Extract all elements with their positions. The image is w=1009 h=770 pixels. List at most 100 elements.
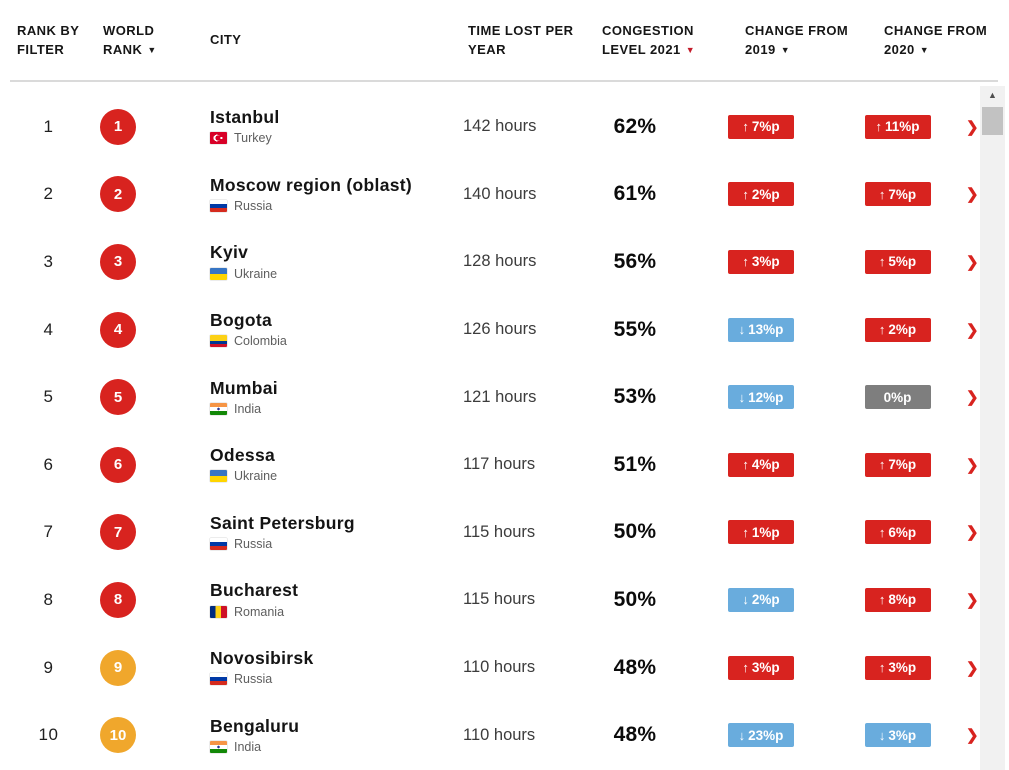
change-2019-value: 23%p	[748, 727, 784, 743]
rank-by-filter-value: 4	[43, 319, 54, 339]
column-header-world-rank[interactable]: WORLD RANK ▼	[85, 0, 210, 80]
rank-by-filter-value: 2	[43, 184, 54, 204]
congestion-value: 51%	[613, 452, 657, 476]
change-2020-cell: ↑ 11%p	[830, 93, 965, 161]
city-cell: Bengaluru India	[210, 701, 455, 769]
change-2019-cell: ↓ 2%p	[685, 566, 830, 634]
chevron-cell: ❯	[965, 634, 985, 702]
sort-desc-icon: ▼	[780, 45, 791, 55]
city-name: Moscow region (oblast)	[210, 174, 413, 195]
table-row[interactable]: 3 3 Kyiv Ukraine 128 hours 56% ↑ 3%p ↑	[0, 228, 985, 296]
rank-by-filter-cell: 4	[0, 296, 85, 364]
time-lost-cell: 142 hours	[455, 93, 585, 161]
column-header-time-lost: TIME LOST PER YEAR	[455, 0, 585, 80]
change-2019-cell: ↓ 23%p	[685, 701, 830, 769]
change-2019-value: 12%p	[748, 389, 784, 405]
time-lost-value: 142 hours	[463, 117, 537, 136]
country-name: Romania	[234, 604, 285, 619]
row-expand-chevron-icon[interactable]: ❯	[966, 186, 979, 204]
row-expand-chevron-icon[interactable]: ❯	[966, 591, 979, 609]
flag-russia-icon	[210, 200, 227, 213]
change-2019-value: 4%p	[751, 457, 780, 473]
column-header-change-2020[interactable]: CHANGE FROM 2020 ▼	[830, 0, 987, 80]
table-row[interactable]: 7 7 Saint Petersburg Russia 115 hours 50…	[0, 499, 985, 567]
table-row[interactable]: 8 8 Bucharest Romania 115 hours 50% ↓ 2%…	[0, 566, 985, 634]
rank-by-filter-cell: 10	[0, 701, 85, 769]
row-expand-chevron-icon[interactable]: ❯	[966, 659, 979, 677]
country-line: Turkey	[210, 131, 272, 145]
row-expand-chevron-icon[interactable]: ❯	[966, 118, 979, 136]
time-lost-cell: 126 hours	[455, 296, 585, 364]
table-row[interactable]: 4 4 Bogota Colombia 126 hours 55% ↓ 13%p	[0, 296, 985, 364]
row-expand-chevron-icon[interactable]: ❯	[966, 456, 979, 474]
column-header-city: CITY	[210, 0, 455, 80]
sort-desc-icon: ▼	[147, 45, 157, 55]
scroll-up-button[interactable]: ▲	[980, 86, 1005, 104]
down-arrow-icon: ↓	[738, 727, 746, 743]
country-name: Ukraine	[234, 469, 278, 484]
change-2020-badge: ↑ 3%p	[864, 655, 931, 680]
change-2019-badge: ↓ 23%p	[728, 723, 794, 748]
country-name: Colombia	[234, 334, 287, 349]
up-arrow-icon: ↑	[878, 457, 886, 473]
change-2020-cell: ↑ 3%p	[830, 634, 965, 702]
change-2019-cell: ↓ 13%p	[685, 296, 830, 364]
congestion-value: 61%	[613, 182, 657, 206]
time-lost-value: 117 hours	[463, 455, 536, 474]
row-expand-chevron-icon[interactable]: ❯	[966, 727, 979, 745]
up-arrow-icon: ↑	[742, 186, 749, 202]
change-2020-value: 5%p	[888, 254, 917, 270]
change-2019-value: 3%p	[751, 660, 780, 676]
change-2019-cell: ↑ 3%p	[685, 634, 830, 702]
row-expand-chevron-icon[interactable]: ❯	[966, 321, 979, 339]
world-rank-badge: 10	[100, 717, 136, 754]
up-arrow-icon: ↑	[878, 660, 886, 676]
city-name: Bogota	[210, 309, 273, 330]
column-header-label: CHANGE FROM	[745, 22, 849, 38]
change-2020-badge: ↑ 7%p	[864, 452, 931, 477]
country-line: India	[210, 402, 261, 416]
rank-by-filter-value: 5	[43, 387, 54, 407]
change-2019-badge: ↑ 2%p	[728, 182, 794, 207]
time-lost-cell: 115 hours	[455, 499, 585, 567]
table-row[interactable]: 2 2 Moscow region (oblast) Russia 140 ho…	[0, 161, 985, 229]
up-arrow-icon: ↑	[742, 119, 749, 135]
world-rank-badge: 7	[100, 514, 136, 551]
city-name: Bucharest	[210, 580, 299, 601]
column-header-label: RANK	[103, 42, 143, 57]
table-row[interactable]: 10 10 Bengaluru India 110 hours 48% ↓ 23…	[0, 701, 985, 769]
column-header-congestion[interactable]: CONGESTION LEVEL 2021 ▼	[585, 0, 695, 80]
country-name: Russia	[234, 672, 273, 687]
table-row[interactable]: 5 5 Mumbai India 121 hours 53% ↓ 12%p	[0, 363, 985, 431]
row-expand-chevron-icon[interactable]: ❯	[966, 524, 979, 542]
table-row[interactable]: 6 6 Odessa Ukraine 117 hours 51% ↑ 4%p ↑	[0, 431, 985, 499]
change-2020-badge: ↑ 5%p	[864, 249, 931, 274]
congestion-cell: 56%	[585, 228, 685, 296]
world-rank-cell: 2	[85, 161, 210, 229]
table-row[interactable]: 1 1 Istanbul Turkey 142 hours 62% ↑ 7%p	[0, 93, 985, 161]
world-rank-badge: 2	[100, 176, 136, 213]
city-name: Bengaluru	[210, 715, 300, 736]
congestion-cell: 48%	[585, 634, 685, 702]
up-arrow-icon: ↑	[875, 119, 882, 135]
table-row[interactable]: 9 9 Novosibirsk Russia 110 hours 48% ↑ 3…	[0, 634, 985, 702]
congestion-cell: 50%	[585, 566, 685, 634]
column-header-change-2019[interactable]: CHANGE FROM 2019 ▼	[685, 0, 848, 80]
country-line: Romania	[210, 605, 284, 619]
congestion-cell: 48%	[585, 701, 685, 769]
change-2020-value: 3%p	[888, 727, 917, 743]
rank-by-filter-cell: 2	[0, 161, 85, 229]
vertical-scrollbar[interactable]: ▲	[980, 86, 1005, 770]
row-expand-chevron-icon[interactable]: ❯	[966, 253, 979, 271]
country-line: Colombia	[210, 334, 287, 348]
change-2020-badge: ↑ 7%p	[864, 182, 931, 207]
change-2020-value: 3%p	[888, 660, 917, 676]
scrollbar-thumb[interactable]	[982, 107, 1003, 135]
country-line: Russia	[210, 672, 272, 686]
congestion-value: 48%	[613, 723, 657, 747]
time-lost-value: 115 hours	[463, 522, 536, 541]
congestion-value: 48%	[613, 655, 657, 679]
row-expand-chevron-icon[interactable]: ❯	[966, 389, 979, 407]
chevron-cell: ❯	[965, 363, 985, 431]
city-name: Mumbai	[210, 377, 278, 398]
